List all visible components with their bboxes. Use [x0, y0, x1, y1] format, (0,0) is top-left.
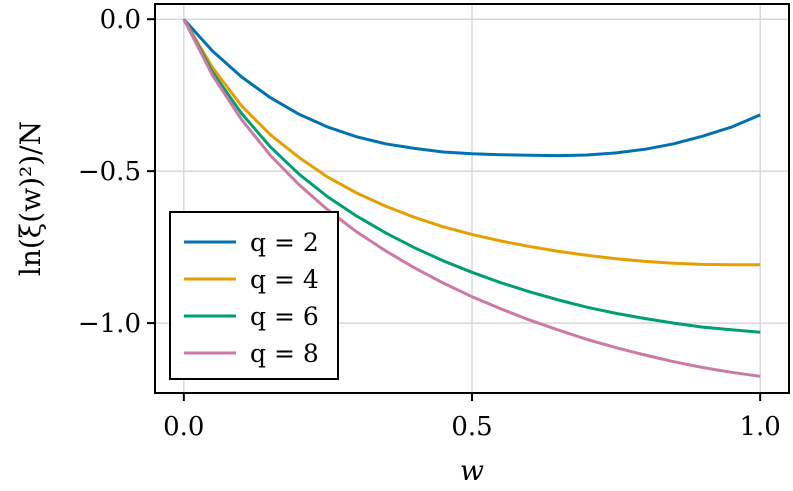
x-axis-label: w	[460, 454, 484, 487]
series-line-1	[182, 18, 761, 158]
series-line-3	[182, 18, 761, 334]
legend-label: q = 8	[250, 339, 319, 368]
x-tick-label: 1.0	[740, 412, 781, 442]
series-lines	[182, 18, 761, 378]
legend-box	[169, 211, 339, 380]
legend-label: q = 6	[250, 302, 319, 331]
x-tick-label: 0.0	[163, 412, 204, 442]
y-tick-label: −0.5	[78, 157, 141, 187]
series-line-4	[182, 18, 761, 378]
legend-label: q = 2	[250, 228, 319, 257]
axis-ticks: 0.0 0.5 1.0 0.0 −0.5 −1.0	[78, 5, 781, 442]
legend-label: q = 4	[250, 265, 319, 294]
y-tick-label: 0.0	[100, 5, 141, 35]
legend: q = 2 q = 4 q = 6 q = 8	[169, 211, 339, 380]
y-tick-label: −1.0	[78, 309, 141, 339]
x-tick-label: 0.5	[451, 412, 492, 442]
y-axis-label: ln(ξ(w)²)/N	[14, 121, 47, 276]
series-line-2	[182, 18, 761, 267]
